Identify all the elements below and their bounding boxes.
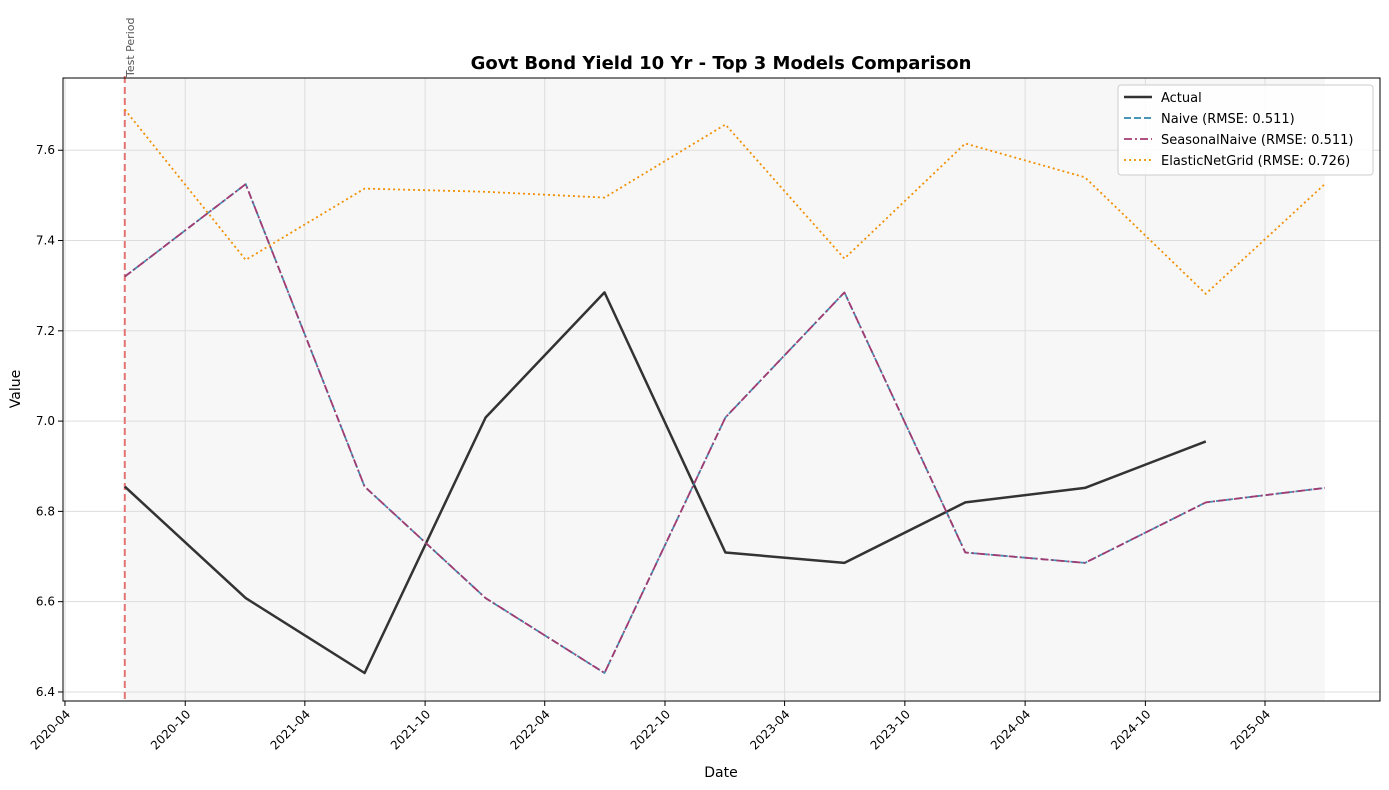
y-tick-label: 7.0 bbox=[36, 414, 55, 428]
y-tick-label: 6.6 bbox=[36, 595, 55, 609]
chart-title: Govt Bond Yield 10 Yr - Top 3 Models Com… bbox=[471, 53, 972, 74]
series-line-2 bbox=[124, 183, 1325, 674]
x-tick-label: 2021-04 bbox=[268, 707, 313, 752]
x-tick-label: 2022-04 bbox=[507, 707, 552, 752]
x-tick-label: 2022-10 bbox=[628, 707, 673, 752]
legend-box bbox=[1117, 84, 1374, 176]
series-line-1 bbox=[124, 183, 1325, 674]
x-tick-label: 2025-04 bbox=[1228, 707, 1273, 752]
x-tick-label: 2021-10 bbox=[388, 707, 433, 752]
series-line-3 bbox=[124, 109, 1326, 295]
test-period-label: Test Period bbox=[124, 18, 137, 78]
y-tick-label: 7.2 bbox=[36, 324, 55, 338]
x-tick-label: 2023-04 bbox=[747, 707, 792, 752]
series-line-0 bbox=[123, 291, 1207, 675]
y-tick-label: 6.4 bbox=[36, 685, 55, 699]
y-tick-label: 7.4 bbox=[36, 234, 55, 248]
x-tick-label: 2024-10 bbox=[1108, 707, 1153, 752]
x-tick-label: 2024-04 bbox=[988, 707, 1033, 752]
plot-frame bbox=[62, 77, 1381, 702]
x-axis-label: Date bbox=[704, 765, 737, 781]
y-tick-label: 7.6 bbox=[36, 143, 55, 157]
legend-label: SeasonalNaive (RMSE: 0.511) bbox=[1161, 133, 1353, 148]
x-tick-label: 2020-10 bbox=[148, 707, 193, 752]
legend-label: Actual bbox=[1161, 91, 1202, 106]
x-tick-label: 2020-04 bbox=[28, 707, 73, 752]
y-tick-label: 6.8 bbox=[36, 504, 55, 518]
legend-label: ElasticNetGrid (RMSE: 0.726) bbox=[1161, 154, 1350, 169]
y-axis-label: Value bbox=[8, 370, 24, 408]
legend: Actual Naive (RMSE: 0.511) SeasonalNaive (… bbox=[1117, 84, 1374, 176]
x-tick-label: 2023-10 bbox=[868, 707, 913, 752]
test-period-shade bbox=[124, 78, 1325, 701]
legend-label: Naive (RMSE: 0.511) bbox=[1161, 112, 1295, 127]
